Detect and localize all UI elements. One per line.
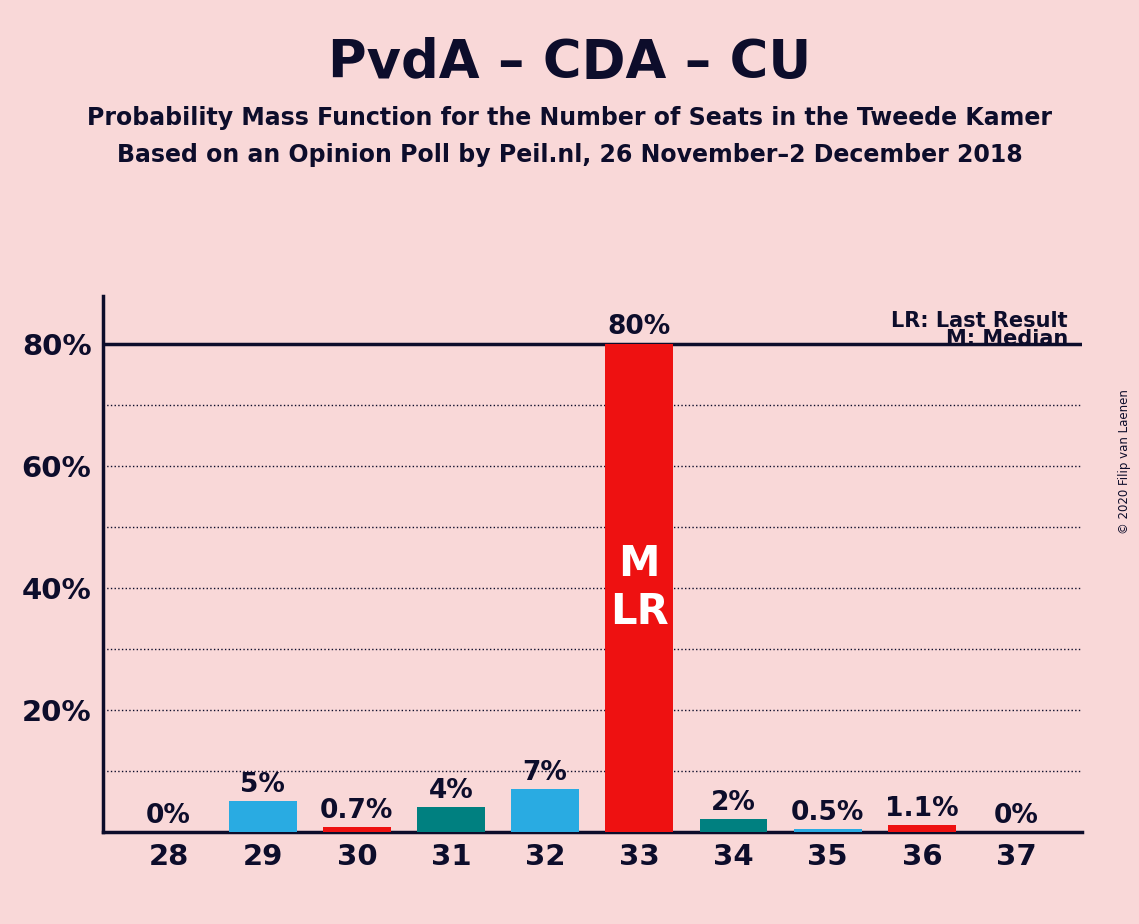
Bar [511, 789, 579, 832]
Text: 4%: 4% [428, 778, 474, 804]
Bar [323, 827, 391, 832]
Text: 0%: 0% [146, 803, 191, 829]
Text: M: Median: M: Median [945, 329, 1068, 349]
Bar [606, 345, 673, 832]
Text: LR: Last Result: LR: Last Result [892, 310, 1068, 331]
Text: 2%: 2% [711, 790, 756, 817]
Text: M
LR: M LR [611, 542, 669, 633]
Bar [794, 829, 861, 832]
Text: © 2020 Filip van Laenen: © 2020 Filip van Laenen [1118, 390, 1131, 534]
Text: Based on an Opinion Poll by Peil.nl, 26 November–2 December 2018: Based on an Opinion Poll by Peil.nl, 26 … [116, 143, 1023, 167]
Text: 80%: 80% [608, 313, 671, 339]
Bar [699, 820, 768, 832]
Text: 0.7%: 0.7% [320, 798, 393, 824]
Text: 0%: 0% [993, 803, 1039, 829]
Text: 0.5%: 0.5% [792, 799, 865, 825]
Text: 1.1%: 1.1% [885, 796, 959, 821]
Text: PvdA – CDA – CU: PvdA – CDA – CU [328, 37, 811, 89]
Bar [888, 825, 956, 832]
Bar [229, 801, 296, 832]
Text: Probability Mass Function for the Number of Seats in the Tweede Kamer: Probability Mass Function for the Number… [87, 106, 1052, 130]
Bar [417, 808, 485, 832]
Text: 5%: 5% [240, 772, 285, 798]
Text: 7%: 7% [523, 760, 567, 786]
